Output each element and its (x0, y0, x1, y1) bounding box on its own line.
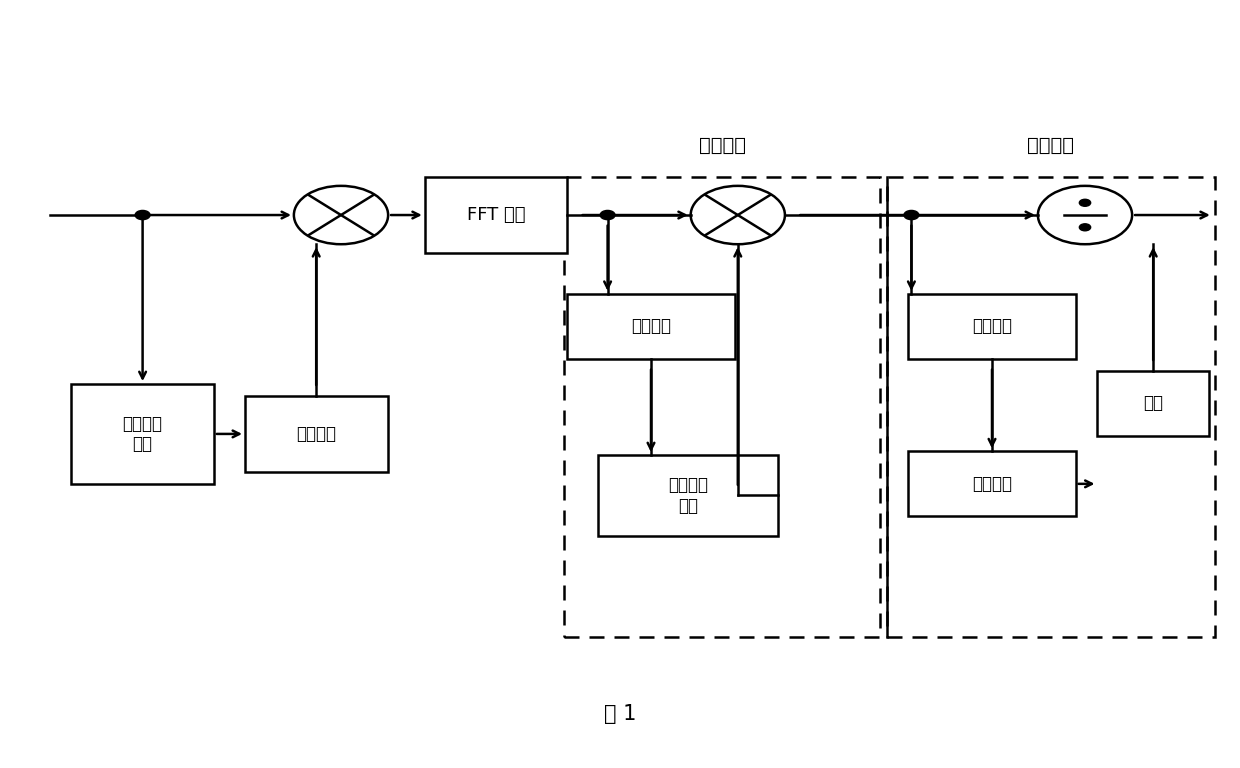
Text: 提取导频: 提取导频 (631, 317, 671, 336)
Bar (908, 452, 1076, 516)
Circle shape (1079, 223, 1091, 231)
Text: FFT 变换: FFT 变换 (466, 206, 526, 224)
Text: 提取前导
序列: 提取前导 序列 (123, 415, 162, 453)
Bar (246, 396, 387, 472)
Text: 内插: 内插 (1143, 394, 1163, 412)
Bar (599, 455, 779, 536)
Bar (424, 177, 568, 253)
Text: 剩余频偏
估计: 剩余频偏 估计 (668, 476, 708, 515)
Text: 频偏跟踪: 频偏跟踪 (699, 137, 745, 155)
Bar (887, 177, 1215, 637)
Text: 频偏估计: 频偏估计 (296, 425, 336, 443)
Circle shape (135, 210, 150, 220)
Bar (568, 294, 734, 359)
Bar (1097, 371, 1209, 436)
Bar (908, 294, 1076, 359)
Circle shape (1079, 199, 1091, 207)
Text: 信道均衡: 信道均衡 (1028, 137, 1074, 155)
Circle shape (600, 210, 615, 220)
Circle shape (904, 210, 919, 220)
Bar (71, 384, 215, 484)
Text: 图 1: 图 1 (604, 704, 636, 724)
Text: 信道估计: 信道估计 (972, 475, 1012, 493)
Text: 提取导频: 提取导频 (972, 317, 1012, 336)
Bar (564, 177, 880, 637)
